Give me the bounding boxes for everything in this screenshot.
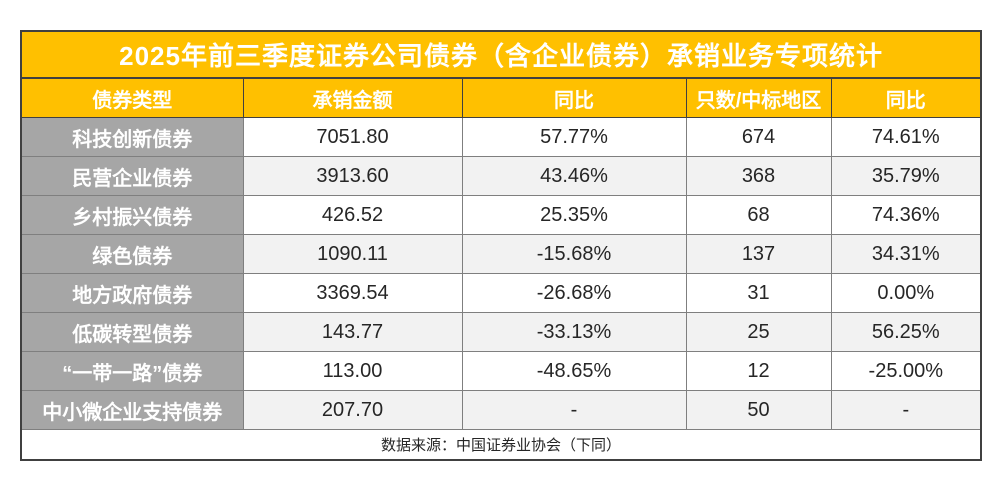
amount-cell: 426.52 <box>242 195 463 235</box>
col-header-bond-type: 债券类型 <box>20 77 244 118</box>
amount-yoy-cell: -15.68% <box>461 234 687 274</box>
count-yoy-cell: 56.25% <box>830 312 982 352</box>
table-row: 民营企业债券 3913.60 43.46% 368 35.79% <box>20 156 982 196</box>
count-cell: 31 <box>685 273 832 313</box>
bond-type-cell: 民营企业债券 <box>20 156 244 196</box>
count-yoy-cell: -25.00% <box>830 351 982 391</box>
col-header-count: 只数/中标地区 <box>685 77 832 118</box>
count-cell: 12 <box>685 351 832 391</box>
count-yoy-cell: 0.00% <box>830 273 982 313</box>
count-yoy-cell: 74.61% <box>830 117 982 157</box>
table-row: 乡村振兴债券 426.52 25.35% 68 74.36% <box>20 195 982 235</box>
bond-type-cell: 科技创新债券 <box>20 117 244 157</box>
amount-yoy-cell: -26.68% <box>461 273 687 313</box>
bond-type-cell: 低碳转型债券 <box>20 312 244 352</box>
amount-cell: 143.77 <box>242 312 463 352</box>
amount-cell: 3913.60 <box>242 156 463 196</box>
amount-yoy-cell: 57.77% <box>461 117 687 157</box>
amount-cell: 113.00 <box>242 351 463 391</box>
table-row: “一带一路”债券 113.00 -48.65% 12 -25.00% <box>20 351 982 391</box>
stats-table: 2025年前三季度证券公司债券（含企业债券）承销业务专项统计 债券类型 承销金额… <box>19 30 983 461</box>
col-header-amount-yoy: 同比 <box>461 77 687 118</box>
bond-type-cell: “一带一路”债券 <box>20 351 244 391</box>
amount-yoy-cell: -48.65% <box>461 351 687 391</box>
count-cell: 137 <box>685 234 832 274</box>
table-row: 地方政府债券 3369.54 -26.68% 31 0.00% <box>20 273 982 313</box>
footer-row: 数据来源：中国证券业协会（下同） <box>20 429 982 461</box>
amount-yoy-cell: 25.35% <box>461 195 687 235</box>
amount-cell: 207.70 <box>242 390 463 430</box>
header-row: 债券类型 承销金额 同比 只数/中标地区 同比 <box>20 77 982 118</box>
count-cell: 674 <box>685 117 832 157</box>
table-row: 中小微企业支持债券 207.70 - 50 - <box>20 390 982 430</box>
amount-yoy-cell: -33.13% <box>461 312 687 352</box>
count-cell: 50 <box>685 390 832 430</box>
count-yoy-cell: 35.79% <box>830 156 982 196</box>
count-cell: 25 <box>685 312 832 352</box>
count-yoy-cell: - <box>830 390 982 430</box>
bond-underwriting-stats-table: 2025年前三季度证券公司债券（含企业债券）承销业务专项统计 债券类型 承销金额… <box>19 30 983 461</box>
bond-type-cell: 绿色债券 <box>20 234 244 274</box>
title-row: 2025年前三季度证券公司债券（含企业债券）承销业务专项统计 <box>19 30 983 79</box>
table-row: 科技创新债券 7051.80 57.77% 674 74.61% <box>20 117 982 157</box>
count-cell: 368 <box>685 156 832 196</box>
amount-cell: 1090.11 <box>242 234 463 274</box>
amount-yoy-cell: 43.46% <box>461 156 687 196</box>
data-source-note: 数据来源：中国证券业协会（下同） <box>20 429 982 461</box>
amount-cell: 7051.80 <box>242 117 463 157</box>
amount-yoy-cell: - <box>461 390 687 430</box>
table-title: 2025年前三季度证券公司债券（含企业债券）承销业务专项统计 <box>19 30 983 79</box>
col-header-count-yoy: 同比 <box>830 77 982 118</box>
col-header-amount: 承销金额 <box>242 77 463 118</box>
count-cell: 68 <box>685 195 832 235</box>
bond-type-cell: 地方政府债券 <box>20 273 244 313</box>
table-row: 低碳转型债券 143.77 -33.13% 25 56.25% <box>20 312 982 352</box>
bond-type-cell: 中小微企业支持债券 <box>20 390 244 430</box>
count-yoy-cell: 34.31% <box>830 234 982 274</box>
table-row: 绿色债券 1090.11 -15.68% 137 34.31% <box>20 234 982 274</box>
count-yoy-cell: 74.36% <box>830 195 982 235</box>
amount-cell: 3369.54 <box>242 273 463 313</box>
bond-type-cell: 乡村振兴债券 <box>20 195 244 235</box>
